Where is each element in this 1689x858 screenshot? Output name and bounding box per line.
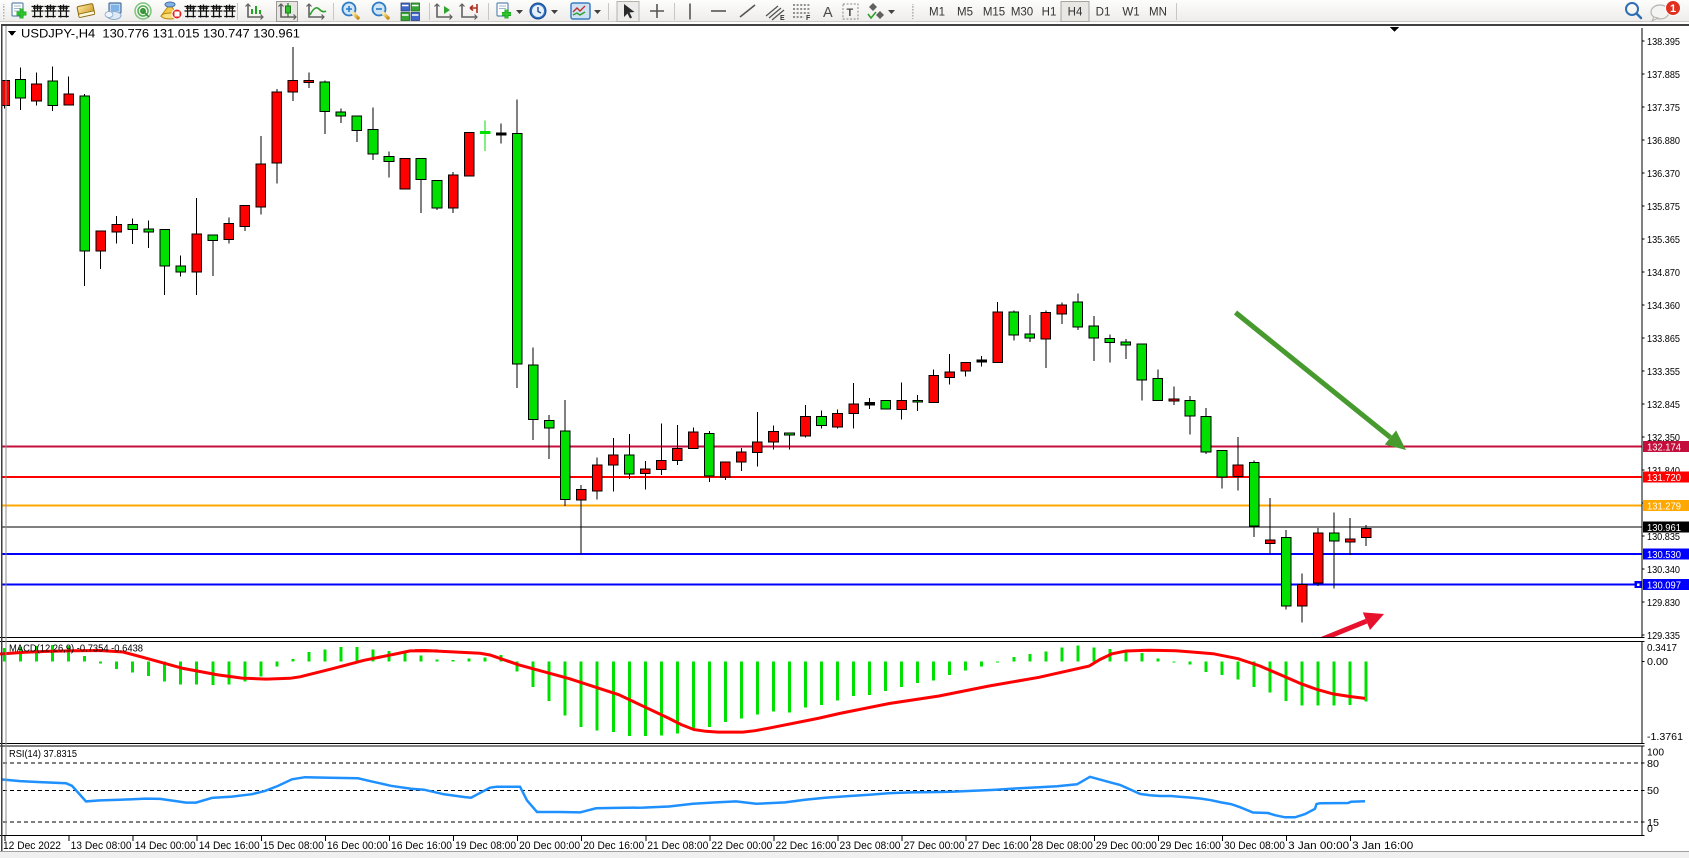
svg-text:20 Dec 00:00: 20 Dec 00:00: [519, 840, 580, 852]
svg-text:30 Dec 08:00: 30 Dec 08:00: [1224, 840, 1285, 852]
svg-text:T: T: [847, 7, 854, 19]
svg-text:A: A: [823, 5, 833, 21]
svg-text:22 Dec 00:00: 22 Dec 00:00: [711, 840, 772, 852]
svg-text:23 Dec 08:00: 23 Dec 08:00: [840, 840, 901, 852]
svg-text:3 Jan 16:00: 3 Jan 16:00: [1352, 840, 1413, 852]
svg-text:27 Dec 00:00: 27 Dec 00:00: [904, 840, 965, 852]
svg-text:MACD(12,26,9) -0.7354 -0.6438: MACD(12,26,9) -0.7354 -0.6438: [9, 644, 143, 655]
svg-text:H1: H1: [1042, 7, 1057, 19]
svg-text:133.865: 133.865: [1647, 333, 1680, 345]
svg-text:H4: H4: [1068, 7, 1083, 19]
svg-text:F: F: [806, 15, 811, 22]
svg-text:136.880: 136.880: [1647, 135, 1680, 147]
svg-text:130.340: 130.340: [1647, 564, 1680, 576]
svg-text:MN: MN: [1149, 7, 1167, 19]
svg-text:138.395: 138.395: [1647, 36, 1680, 48]
svg-text:50: 50: [1647, 785, 1659, 797]
svg-text:19 Dec 08:00: 19 Dec 08:00: [455, 840, 516, 852]
svg-text:133.355: 133.355: [1647, 366, 1680, 378]
svg-text:12 Dec 2022: 12 Dec 2022: [3, 840, 61, 852]
svg-text:W1: W1: [1122, 7, 1139, 19]
svg-text:13 Dec 08:00: 13 Dec 08:00: [71, 840, 132, 852]
svg-text:-1.3761: -1.3761: [1647, 731, 1683, 743]
svg-text:RSI(14) 37.8315: RSI(14) 37.8315: [9, 749, 77, 760]
svg-text:80: 80: [1647, 758, 1659, 770]
svg-text:16 Dec 16:00: 16 Dec 16:00: [391, 840, 452, 852]
svg-text:22 Dec 16:00: 22 Dec 16:00: [776, 840, 837, 852]
svg-text:USDJPY-,H4 130.776 131.015 13: USDJPY-,H4 130.776 131.015 130.747 130.9…: [21, 27, 300, 41]
svg-text:15: 15: [1647, 817, 1659, 829]
svg-text:M30: M30: [1011, 7, 1033, 19]
svg-text:M15: M15: [983, 7, 1005, 19]
svg-text:1: 1: [1670, 3, 1676, 15]
svg-text:20 Dec 16:00: 20 Dec 16:00: [583, 840, 644, 852]
svg-text:D1: D1: [1096, 7, 1111, 19]
svg-text:27 Dec 16:00: 27 Dec 16:00: [968, 840, 1029, 852]
svg-text:16 Dec 00:00: 16 Dec 00:00: [327, 840, 388, 852]
svg-text:130.835: 130.835: [1647, 531, 1680, 543]
svg-text:100: 100: [1647, 746, 1664, 758]
svg-text:135.365: 135.365: [1647, 234, 1680, 246]
svg-text:130.530: 130.530: [1647, 549, 1681, 561]
svg-text:E: E: [780, 15, 785, 22]
svg-text:131.279: 131.279: [1647, 500, 1681, 512]
svg-text:3 Jan 00:00: 3 Jan 00:00: [1288, 840, 1349, 852]
svg-text:132.174: 132.174: [1647, 441, 1681, 453]
svg-text:29 Dec 00:00: 29 Dec 00:00: [1096, 840, 1157, 852]
svg-text:129.830: 129.830: [1647, 597, 1680, 609]
svg-text:137.885: 137.885: [1647, 69, 1680, 81]
svg-text:0.3417: 0.3417: [1647, 642, 1677, 654]
svg-text:134.360: 134.360: [1647, 300, 1680, 312]
svg-text:29 Dec 16:00: 29 Dec 16:00: [1160, 840, 1221, 852]
svg-text:28 Dec 08:00: 28 Dec 08:00: [1032, 840, 1093, 852]
svg-text:130.961: 130.961: [1647, 522, 1681, 534]
svg-text:14 Dec 16:00: 14 Dec 16:00: [199, 840, 260, 852]
svg-text:134.870: 134.870: [1647, 267, 1680, 279]
svg-text:130.097: 130.097: [1647, 579, 1681, 591]
svg-text:0: 0: [1647, 823, 1653, 835]
svg-text:132.350: 132.350: [1647, 432, 1680, 444]
svg-text:131.720: 131.720: [1647, 472, 1681, 484]
svg-text:15 Dec 08:00: 15 Dec 08:00: [263, 840, 324, 852]
svg-text:135.875: 135.875: [1647, 201, 1680, 213]
svg-text:M5: M5: [957, 7, 973, 19]
svg-text:0.00: 0.00: [1647, 656, 1668, 668]
svg-text:132.845: 132.845: [1647, 399, 1680, 411]
svg-text:21 Dec 08:00: 21 Dec 08:00: [647, 840, 708, 852]
svg-text:129.335: 129.335: [1647, 630, 1680, 642]
svg-text:M1: M1: [929, 7, 945, 19]
svg-text:136.370: 136.370: [1647, 168, 1680, 180]
svg-text:137.375: 137.375: [1647, 102, 1680, 114]
svg-text:14 Dec 00:00: 14 Dec 00:00: [135, 840, 196, 852]
